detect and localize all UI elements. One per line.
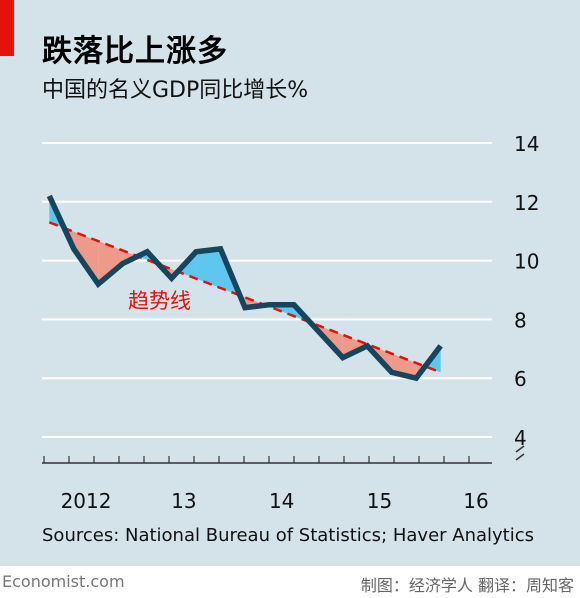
above-trend-fill [196,248,221,288]
line-chart: 4 6 8 10 12 14 2012 13 14 15 16 趋势线 [42,132,539,513]
x-tick-label: 14 [269,489,294,513]
brand-red-tab [0,0,14,56]
y-tick-label: 6 [514,367,527,391]
source-note: Sources: National Bureau of Statistics; … [42,525,535,546]
below-trend-fill [98,241,123,285]
x-tick-label: 2012 [61,489,112,513]
brand-name: Economist.com [2,572,125,591]
x-tick-label: 13 [171,489,196,513]
translation-credit: 制图：经济学人 翻译：周知客 [360,576,574,595]
gdp-growth-line [46,194,443,382]
trend-line-annotation: 趋势线 [128,289,191,313]
axis-break-icon [515,445,525,461]
y-tick-label: 4 [514,426,527,450]
x-tick-label: 15 [367,489,392,513]
y-tick-label: 12 [514,191,539,215]
x-tick-label: 16 [463,489,488,513]
trend-line [48,221,442,374]
chart-subtitle: 中国的名义GDP同比增长% [42,78,309,103]
y-tick-label: 10 [514,250,539,274]
y-tick-label: 8 [514,308,527,332]
y-tick-label: 14 [514,132,539,156]
footer-bar: Economist.com 制图：经济学人 翻译：周知客 [0,566,580,598]
chart-title: 跌落比上涨多 [42,34,228,69]
